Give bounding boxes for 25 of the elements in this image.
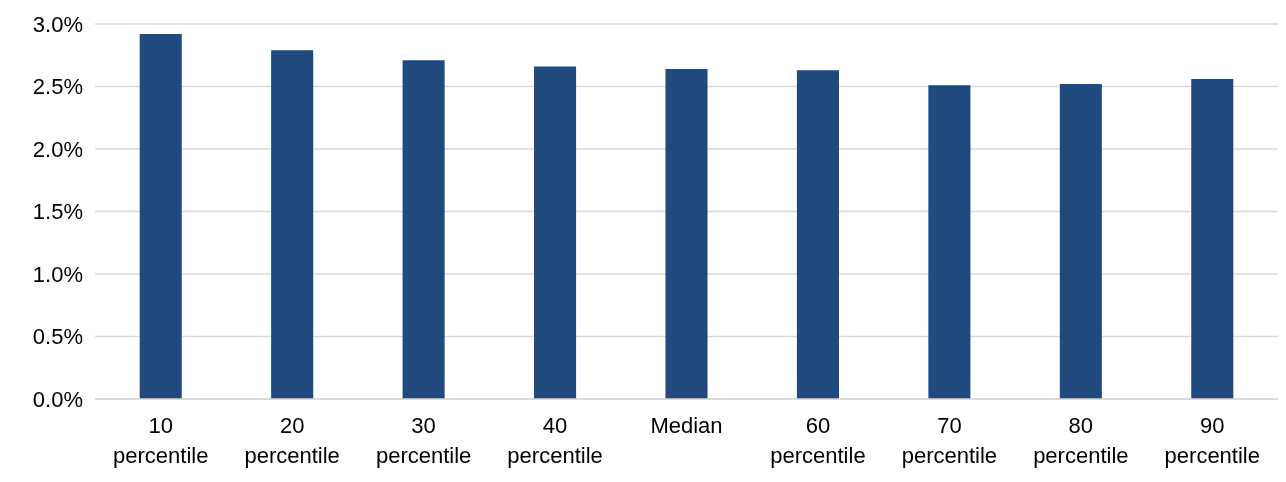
x-tick-label: Median: [650, 413, 723, 438]
x-tick-label: 30 percentile: [375, 413, 472, 468]
bar: [139, 34, 182, 399]
bar: [665, 69, 708, 399]
x-tick-label: 80 percentile: [1033, 413, 1129, 468]
x-tick-label: 10 percentile: [113, 413, 209, 468]
bar: [534, 66, 577, 399]
y-tick-label: 0.0%: [32, 386, 83, 412]
x-tick-label: 90 percentile: [1164, 413, 1260, 468]
bar: [271, 50, 314, 399]
x-tick-label: 40 percentile: [507, 413, 603, 468]
x-tick-label: 70 percentile: [901, 413, 998, 468]
y-tick-label: 2.5%: [32, 74, 83, 100]
y-tick-label: 1.5%: [32, 199, 83, 225]
bar: [928, 85, 971, 399]
bar: [1059, 84, 1102, 399]
y-tick-label: 2.0%: [32, 136, 83, 162]
y-tick-label: 0.5%: [32, 324, 83, 350]
bar: [796, 70, 839, 399]
x-tick-label: 20 percentile: [244, 413, 340, 468]
y-tick-label: 3.0%: [32, 11, 83, 37]
bar: [1191, 79, 1234, 399]
x-tick-label: 60 percentile: [770, 413, 866, 468]
y-tick-label: 1.0%: [32, 261, 83, 287]
bar: [402, 60, 445, 399]
